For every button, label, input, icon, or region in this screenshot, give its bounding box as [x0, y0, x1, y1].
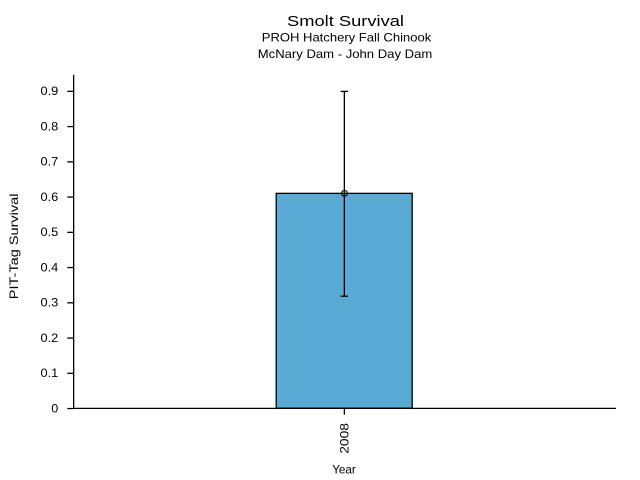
svg-text:0.7: 0.7 — [41, 156, 59, 169]
svg-text:Smolt Survival: Smolt Survival — [287, 14, 404, 30]
svg-text:0.5: 0.5 — [41, 226, 59, 239]
svg-text:Year: Year — [332, 463, 356, 477]
svg-text:0.9: 0.9 — [41, 85, 59, 98]
svg-text:PROH Hatchery Fall Chinook: PROH Hatchery Fall Chinook — [262, 30, 433, 44]
svg-text:2008: 2008 — [339, 423, 352, 454]
svg-text:0.4: 0.4 — [41, 261, 59, 274]
svg-text:0.1: 0.1 — [41, 367, 59, 380]
svg-text:PIT-Tag Survival: PIT-Tag Survival — [7, 194, 21, 300]
svg-text:0.3: 0.3 — [41, 297, 59, 310]
svg-text:0.2: 0.2 — [41, 332, 59, 345]
svg-text:0.8: 0.8 — [41, 120, 59, 133]
svg-text:0.6: 0.6 — [41, 191, 59, 204]
svg-text:McNary Dam - John Day Dam: McNary Dam - John Day Dam — [258, 47, 433, 61]
svg-text:0: 0 — [51, 402, 58, 415]
